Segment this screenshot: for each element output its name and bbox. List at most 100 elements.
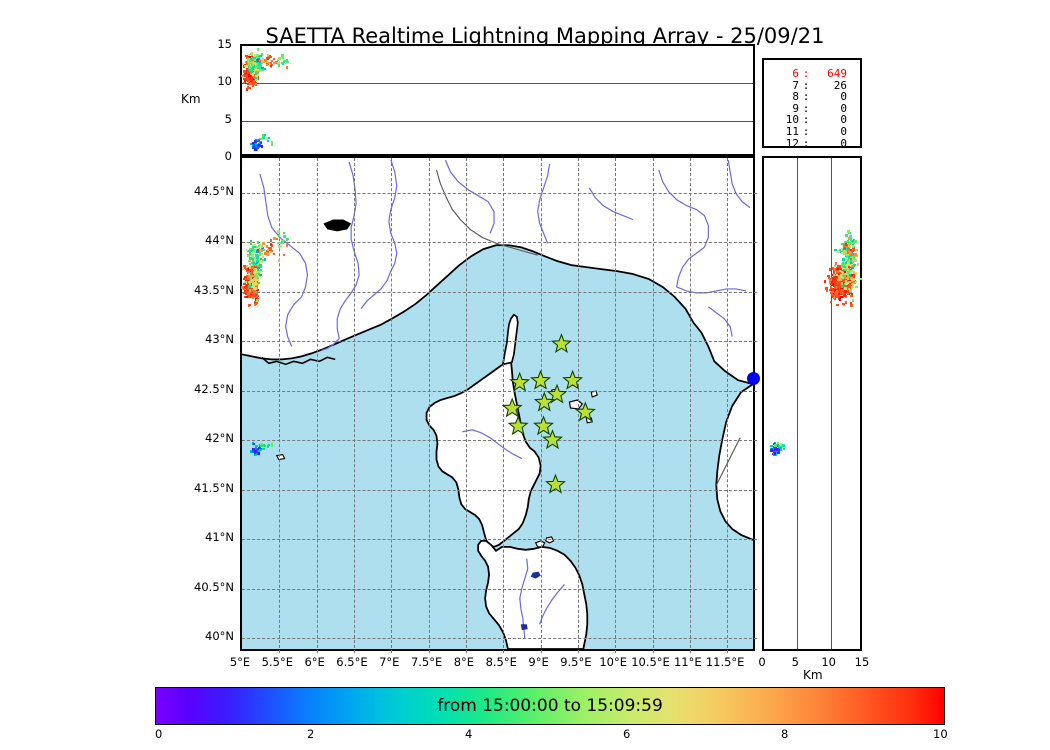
lightning-source — [257, 69, 261, 73]
lightning-source — [249, 263, 253, 266]
lightning-source — [828, 268, 832, 271]
lightning-source — [251, 250, 254, 253]
map-ytick: 43°N — [205, 332, 234, 347]
lightning-source — [254, 273, 257, 277]
lightning-source — [252, 297, 255, 300]
lightning-source — [777, 451, 780, 455]
lightning-source — [257, 281, 261, 285]
station-marker-3[interactable] — [530, 369, 552, 390]
lightning-source — [277, 245, 281, 248]
station-count-value: 0 — [840, 124, 847, 138]
lightning-source — [843, 294, 846, 298]
lightning-source — [250, 288, 254, 291]
lightning-source — [244, 280, 247, 284]
lightning-source — [275, 61, 278, 64]
lightning-source — [832, 273, 836, 277]
lightning-source — [262, 443, 265, 447]
map-xtick: 9°E — [528, 655, 549, 669]
lightning-source — [254, 78, 257, 81]
lightning-source — [831, 293, 834, 296]
lightning-source — [856, 263, 860, 266]
top-panel-ylabel: Km — [181, 92, 201, 106]
lightning-source — [257, 56, 261, 59]
lightning-source — [261, 245, 264, 248]
lightning-source — [249, 62, 252, 65]
lightning-source — [252, 80, 255, 83]
lightning-source — [257, 449, 260, 453]
lightning-source — [262, 447, 265, 451]
lightning-source — [286, 60, 289, 64]
lightning-source — [850, 286, 853, 289]
lightning-source — [845, 255, 849, 259]
lightning-source — [252, 442, 256, 446]
lightning-source — [268, 55, 272, 58]
station-marker-2[interactable] — [509, 371, 531, 392]
lightning-source — [253, 244, 256, 247]
lightning-source — [253, 268, 257, 272]
station-marker-12[interactable] — [545, 473, 566, 494]
lightning-source — [249, 271, 253, 275]
station-marker-5[interactable] — [546, 383, 568, 404]
lightning-source — [829, 285, 833, 289]
lightning-source — [831, 276, 834, 280]
station-count-n: 11 — [785, 124, 799, 138]
lightning-source — [842, 279, 846, 282]
lightning-source — [838, 281, 842, 284]
station-count-value: 0 — [840, 136, 847, 150]
lightning-source — [853, 248, 856, 251]
lightning-source — [257, 145, 260, 149]
map-gridline-horizontal — [242, 638, 757, 640]
station-marker-6[interactable] — [501, 397, 523, 418]
lightning-source — [840, 284, 844, 287]
lightning-source — [847, 271, 850, 274]
map-gridline-horizontal — [242, 242, 757, 244]
lightning-source — [251, 267, 254, 270]
lightning-source — [854, 240, 857, 243]
station-marker-8[interactable] — [574, 401, 596, 422]
lightning-source — [842, 284, 845, 288]
station-marker-11[interactable] — [542, 429, 563, 450]
lightning-source — [256, 144, 260, 147]
lightning-source — [845, 263, 849, 266]
lightning-source — [255, 261, 259, 265]
lightning-source — [248, 295, 251, 298]
lightning-source — [283, 231, 286, 235]
lightning-source — [849, 249, 852, 253]
lightning-source — [245, 286, 249, 290]
station-marker-9[interactable] — [507, 415, 529, 436]
station-marker-4[interactable] — [562, 369, 584, 390]
station-count-separator: : — [802, 78, 810, 92]
lightning-source — [254, 148, 257, 151]
lightning-source — [250, 265, 253, 268]
lightning-source — [835, 275, 838, 279]
lightning-source — [278, 234, 281, 237]
station-count-separator: : — [802, 124, 810, 138]
lightning-source — [244, 277, 248, 281]
lightning-source — [254, 449, 257, 452]
blue-dot-marker[interactable] — [746, 372, 760, 386]
lightning-source — [834, 286, 837, 289]
lightning-source — [250, 284, 253, 287]
station-marker-10[interactable] — [533, 415, 555, 436]
lightning-source — [839, 288, 842, 292]
lightning-source — [252, 75, 255, 78]
lightning-source — [848, 238, 852, 241]
lightning-source — [844, 295, 848, 298]
lightning-source — [841, 281, 845, 285]
lightning-source — [260, 141, 263, 145]
lightning-source — [843, 286, 846, 290]
lightning-source — [254, 279, 258, 282]
lightning-source — [259, 263, 262, 267]
lightning-source — [256, 254, 260, 258]
lightning-source — [248, 56, 251, 59]
lightning-source — [246, 86, 250, 89]
lightning-source — [251, 255, 254, 259]
lightning-source — [281, 54, 284, 57]
lightning-source — [253, 276, 257, 280]
lightning-source — [259, 268, 263, 271]
station-marker-1[interactable] — [550, 333, 572, 354]
lightning-source — [847, 274, 850, 277]
station-marker-7[interactable] — [533, 391, 555, 412]
map-xtick: 5°E — [229, 655, 251, 669]
time-colorbar[interactable]: from 15:00:00 to 15:09:59 0 2 4 6 8 10 — [155, 687, 948, 741]
